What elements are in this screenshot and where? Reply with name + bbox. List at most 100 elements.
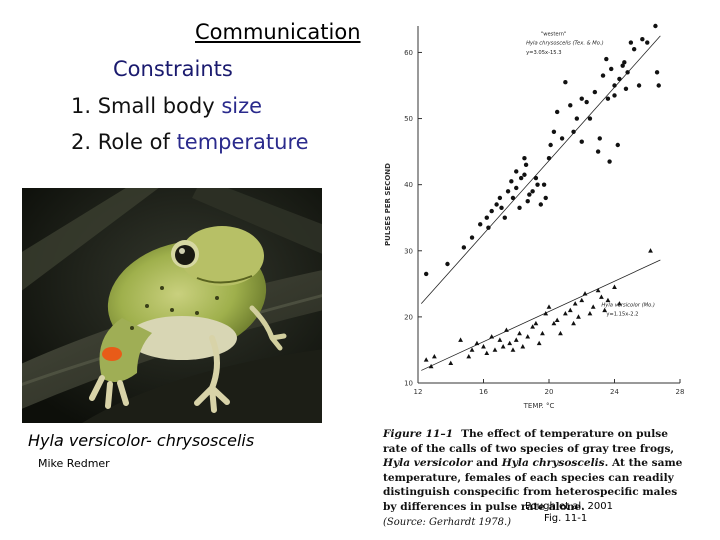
data-point-circle: [541, 182, 547, 187]
data-point-triangle: [504, 327, 509, 332]
data-point-circle: [497, 195, 503, 201]
data-point-circle: [609, 66, 614, 72]
data-point-circle: [518, 175, 524, 181]
x-tick-label: 28: [676, 388, 685, 396]
data-point-circle: [622, 60, 627, 65]
data-point-circle: [584, 99, 589, 105]
data-point-circle: [625, 70, 630, 75]
frog-photo: [22, 188, 322, 423]
data-point-circle: [640, 37, 645, 42]
data-point-circle: [628, 40, 634, 45]
item-accent: temperature: [176, 130, 309, 154]
x-tick-label: 24: [610, 388, 619, 396]
data-point-circle: [592, 89, 598, 95]
series-label-chrysoscelis-2: Hyla chrysoscelis (Tex. & Mo.): [526, 41, 604, 47]
data-point-triangle: [617, 301, 622, 306]
data-point-triangle: [530, 324, 536, 329]
photo-caption: Hyla versicolor- chrysoscelis: [28, 431, 255, 450]
data-point-triangle: [497, 337, 503, 342]
data-point-triangle: [517, 330, 522, 336]
data-point-circle: [514, 169, 519, 174]
data-point-triangle: [543, 310, 549, 316]
data-point-circle: [645, 40, 650, 45]
data-point-triangle: [525, 334, 531, 339]
data-point-triangle: [428, 363, 434, 369]
data-point-circle: [469, 235, 475, 240]
data-point-circle: [551, 129, 557, 134]
data-point-triangle: [567, 307, 573, 313]
reference-text: Pough et al. 2001: [525, 501, 613, 512]
y-tick-label: 60: [404, 49, 413, 57]
figure-label: Figure 11–1: [383, 428, 454, 440]
data-point-circle: [605, 96, 611, 101]
data-point-circle: [654, 70, 660, 75]
data-point-circle: [579, 96, 584, 101]
data-point-triangle: [448, 360, 454, 365]
data-point-triangle: [458, 337, 463, 342]
data-point-circle: [607, 159, 612, 164]
data-point-circle: [535, 182, 540, 187]
data-point-triangle: [554, 317, 560, 322]
x-axis-label: TEMP. °C: [523, 402, 555, 410]
caption-source: (Source: Gerhardt 1978.): [383, 516, 512, 528]
series-label-versicolor: Hyla versicolor (Mo.): [601, 302, 655, 308]
data-point-triangle: [536, 340, 542, 346]
data-point-triangle: [605, 297, 611, 303]
data-point-circle: [494, 202, 499, 207]
y-tick-label: 40: [404, 181, 413, 189]
data-point-circle: [484, 215, 489, 220]
x-tick-label: 12: [414, 388, 423, 396]
data-point-circle: [522, 156, 527, 161]
caption-species-2: Hyla chrysoscelis: [501, 457, 605, 470]
y-axis-label: PULSES PER SECOND: [384, 163, 392, 246]
y-tick-label: 10: [404, 380, 413, 388]
data-point-triangle: [533, 320, 539, 326]
caption-text-1: The effect of temperature on pulse rate …: [383, 428, 675, 455]
data-point-triangle: [431, 353, 437, 359]
data-point-triangle: [500, 344, 506, 349]
data-point-triangle: [602, 307, 608, 313]
data-point-triangle: [510, 347, 516, 352]
data-point-circle: [505, 189, 511, 194]
data-point-circle: [579, 139, 584, 144]
data-point-circle: [612, 83, 617, 88]
fit-line: [420, 35, 661, 304]
data-point-triangle: [648, 248, 653, 253]
slide-subtitle: Constraints: [113, 57, 233, 81]
x-tick-label: 20: [545, 388, 554, 396]
data-point-triangle: [423, 357, 429, 362]
data-point-triangle: [466, 353, 472, 359]
data-point-triangle: [492, 347, 498, 352]
data-point-triangle: [595, 287, 601, 293]
item-accent: size: [221, 94, 263, 118]
data-point-triangle: [612, 284, 617, 289]
data-point-triangle: [520, 344, 526, 349]
data-point-circle: [502, 215, 507, 220]
data-point-circle: [563, 79, 568, 85]
data-point-circle: [597, 136, 602, 141]
data-point-circle: [623, 86, 629, 92]
data-point-triangle: [571, 320, 576, 326]
data-point-circle: [571, 129, 576, 134]
constraint-item-1: 1. Small body size: [71, 94, 262, 118]
data-point-circle: [612, 93, 617, 98]
data-point-circle: [636, 83, 642, 88]
data-point-circle: [522, 172, 527, 177]
data-point-triangle: [562, 310, 568, 316]
photo-credit: Mike Redmer: [38, 457, 110, 470]
data-point-circle: [656, 83, 661, 88]
data-point-circle: [445, 261, 450, 267]
y-tick-label: 20: [404, 313, 413, 321]
figure-number: Fig. 11-1: [544, 513, 588, 524]
frog-illustration: [22, 188, 322, 423]
data-point-circle: [533, 175, 539, 181]
data-point-circle: [615, 142, 620, 148]
y-tick-label: 30: [404, 247, 413, 255]
data-point-circle: [489, 208, 494, 214]
data-point-circle: [510, 195, 516, 201]
data-point-triangle: [587, 310, 593, 316]
data-point-triangle: [558, 330, 563, 336]
item-number: 2.: [71, 130, 98, 154]
data-point-circle: [525, 198, 530, 204]
series-label-chrysoscelis-1: "western": [541, 31, 566, 37]
